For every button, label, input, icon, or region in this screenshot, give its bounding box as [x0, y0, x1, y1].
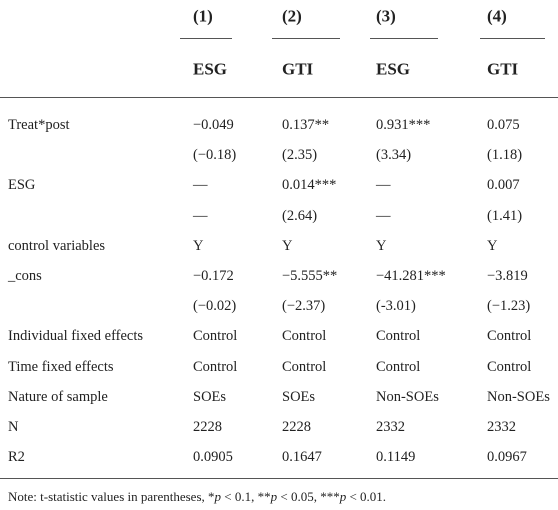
cell: Non-SOEs — [487, 388, 550, 405]
cell: Control — [282, 328, 327, 345]
column-number: (1) — [193, 6, 213, 26]
cell: Control — [193, 358, 238, 375]
cell: −3.819 — [487, 267, 528, 284]
cell: — — [376, 207, 391, 224]
cell: −41.281*** — [376, 267, 446, 284]
column-rule — [272, 38, 340, 39]
cell: 0.0967 — [487, 448, 527, 465]
row-label: R2 — [8, 448, 25, 465]
cell: Control — [376, 358, 421, 375]
note-part: p — [339, 489, 347, 504]
cell: Control — [282, 358, 327, 375]
row-label: Nature of sample — [8, 388, 108, 405]
cell: (−0.18) — [193, 146, 237, 163]
note-part: < 0.01. — [346, 489, 387, 504]
cell: −5.555** — [282, 267, 338, 284]
column-header: ESG — [376, 59, 411, 79]
row-label: control variables — [8, 237, 106, 254]
cell: 2228 — [282, 418, 311, 435]
cell: Y — [282, 237, 293, 254]
cell: 0.007 — [487, 177, 520, 194]
cell: Control — [487, 328, 532, 345]
cell: 2228 — [193, 418, 222, 435]
column-header: GTI — [282, 59, 314, 79]
column-number: (2) — [282, 6, 302, 26]
header-rule — [0, 97, 558, 98]
cell: — — [376, 177, 391, 194]
cell: 2332 — [487, 418, 516, 435]
cell: 2332 — [376, 418, 405, 435]
cell: (2.35) — [282, 146, 318, 163]
column-rule — [480, 38, 545, 39]
cell: −0.172 — [193, 267, 234, 284]
cell: (1.41) — [487, 207, 523, 224]
note-part: < 0.1, ** — [221, 489, 271, 504]
cell: −0.049 — [193, 116, 234, 133]
cell: Y — [193, 237, 204, 254]
cell: Control — [193, 328, 238, 345]
column-number: (3) — [376, 6, 396, 26]
cell: 0.931*** — [376, 116, 431, 133]
note-part: < 0.05, *** — [277, 489, 340, 504]
cell: (−0.02) — [193, 297, 237, 314]
note-part: p — [270, 489, 278, 504]
row-label: _cons — [8, 267, 42, 284]
column-header: GTI — [487, 59, 519, 79]
cell: — — [193, 207, 208, 224]
column-rule — [370, 38, 438, 39]
cell: Y — [376, 237, 387, 254]
column-rule — [180, 38, 232, 39]
cell: 0.014*** — [282, 177, 337, 194]
cell: (3.34) — [376, 146, 412, 163]
cell: (-3.01) — [376, 297, 416, 314]
cell: 0.075 — [487, 116, 520, 133]
cell: Control — [487, 358, 532, 375]
row-label: Time fixed effects — [8, 358, 114, 375]
cell: — — [193, 177, 208, 194]
cell: (−2.37) — [282, 297, 326, 314]
cell: 0.1149 — [376, 448, 416, 465]
row-label: ESG — [8, 177, 36, 194]
cell: Y — [487, 237, 498, 254]
row-label: N — [8, 418, 19, 435]
cell: SOEs — [282, 388, 316, 405]
column-header: ESG — [193, 59, 228, 79]
bottom-rule — [0, 478, 558, 479]
cell: Control — [376, 328, 421, 345]
cell: Non-SOEs — [376, 388, 439, 405]
column-number: (4) — [487, 6, 507, 26]
cell: 0.0905 — [193, 448, 233, 465]
row-label: Treat*post — [8, 116, 70, 133]
cell: SOEs — [193, 388, 227, 405]
cell: 0.1647 — [282, 448, 322, 465]
note: Note: t-statistic values in parentheses,… — [8, 489, 386, 505]
cell: (−1.23) — [487, 297, 531, 314]
cell: (1.18) — [487, 146, 523, 163]
note-part: Note: t-statistic values in parentheses,… — [8, 489, 215, 504]
note-part: p — [214, 489, 222, 504]
row-label: Individual fixed effects — [8, 328, 144, 345]
cell: 0.137** — [282, 116, 330, 133]
cell: (2.64) — [282, 207, 318, 224]
